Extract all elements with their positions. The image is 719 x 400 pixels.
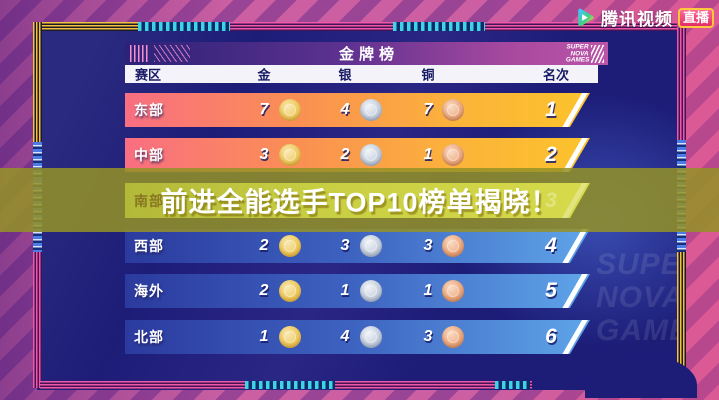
covered-table-row: 南部 3 [125, 183, 590, 218]
frame-border-top [35, 22, 677, 31]
silver-medal-icon [360, 99, 382, 121]
silver-count: 4 [340, 101, 350, 118]
silver-count: 1 [340, 282, 350, 299]
division-label: 东部 [134, 102, 164, 118]
watermark-line: GAME [596, 314, 678, 347]
table-row: 中部 3 2 1 2 [125, 138, 590, 172]
bronze-medal-icon [442, 235, 464, 257]
rank-value: 6 [545, 325, 557, 348]
bronze-medal-icon [442, 144, 464, 166]
border-segment [33, 252, 42, 388]
rank-value: 1 [545, 98, 557, 121]
gold-count: 3 [259, 146, 269, 163]
table-row: 东部 7 4 7 1 [125, 93, 590, 127]
border-segment [245, 381, 335, 389]
event-logo-word: GAMES [565, 56, 589, 64]
event-logo-slashes [591, 44, 604, 63]
border-segment [33, 142, 42, 180]
border-segment [33, 22, 42, 142]
event-watermark: SUPE NOVA GAME [596, 248, 678, 347]
header-fan-decoration [154, 45, 190, 62]
table-row: 北部 1 4 3 6 [125, 320, 590, 354]
bronze-count: 1 [423, 146, 433, 163]
row-slash-decoration [560, 179, 588, 223]
division-label: 北部 [134, 329, 164, 345]
column-silver: 银 [338, 67, 352, 83]
header-lines-decoration [130, 45, 150, 62]
frame-border-bottom [40, 381, 532, 389]
gold-count: 1 [259, 328, 269, 345]
watermark-line: NOVA [596, 281, 678, 314]
gold-medal-icon [279, 235, 301, 257]
rank-value: 3 [545, 188, 557, 212]
event-logo: SUPER NOVA GAMES [560, 44, 604, 64]
broadcaster-name: 腾讯视频 [600, 10, 673, 29]
table-row: 西部 2 3 3 4 [125, 229, 590, 263]
division-label: 中部 [134, 147, 164, 163]
border-segment [35, 22, 138, 31]
border-segment [495, 381, 530, 389]
border-segment [138, 22, 230, 31]
gold-count: 7 [259, 101, 269, 118]
bronze-count: 3 [423, 328, 433, 345]
silver-medal-icon [360, 235, 382, 257]
play-icon [578, 8, 594, 27]
bronze-count: 3 [423, 237, 433, 254]
event-logo-word: NOVA [570, 49, 589, 57]
announcement-banner: 南部 3 前进全能选手TOP10榜单揭晓！ [0, 168, 719, 232]
bronze-medal-icon [442, 99, 464, 121]
gold-medal-icon [279, 99, 301, 121]
leaderboard-title: 金牌榜 [338, 46, 399, 63]
silver-count: 4 [340, 328, 350, 345]
bronze-count: 7 [423, 101, 433, 118]
silver-count: 3 [340, 237, 350, 254]
column-gold: 金 [257, 67, 271, 83]
rank-value: 4 [545, 234, 557, 257]
division-label: 海外 [134, 283, 164, 299]
bronze-medal-icon [442, 280, 464, 302]
live-badge: 直播 [677, 7, 714, 28]
silver-count: 2 [340, 146, 350, 163]
border-segment [677, 28, 686, 140]
division-label: 南部 [134, 192, 164, 209]
gold-medal-icon [279, 326, 301, 348]
border-segment [393, 22, 485, 31]
rank-value: 2 [545, 143, 557, 166]
division-label: 西部 [134, 238, 164, 254]
table-row: 海外 2 1 1 5 [125, 274, 590, 308]
column-division: 赛区 [135, 67, 162, 83]
silver-medal-icon [360, 280, 382, 302]
broadcaster-brand: 腾讯视频 直播 [573, 5, 714, 30]
bronze-medal-icon [442, 326, 464, 348]
gold-medal-icon [279, 280, 301, 302]
column-header-row: 赛区 金 银 铜 名次 [125, 65, 598, 83]
watermark-line: SUPE [596, 248, 678, 281]
announcement-text: 前进全能选手TOP10榜单揭晓！ [160, 187, 559, 218]
silver-medal-icon [360, 144, 382, 166]
leaderboard-header: 金牌榜 SUPER NOVA GAMES [125, 42, 608, 65]
gold-count: 2 [259, 282, 269, 299]
column-rank: 名次 [542, 67, 570, 83]
bronze-count: 1 [423, 282, 433, 299]
gold-count: 2 [259, 237, 269, 254]
column-bronze: 铜 [421, 67, 435, 83]
border-segment [677, 252, 686, 370]
event-logo-word: SUPER [566, 43, 589, 51]
silver-medal-icon [360, 326, 382, 348]
rank-value: 5 [545, 279, 557, 302]
gold-medal-icon [279, 144, 301, 166]
